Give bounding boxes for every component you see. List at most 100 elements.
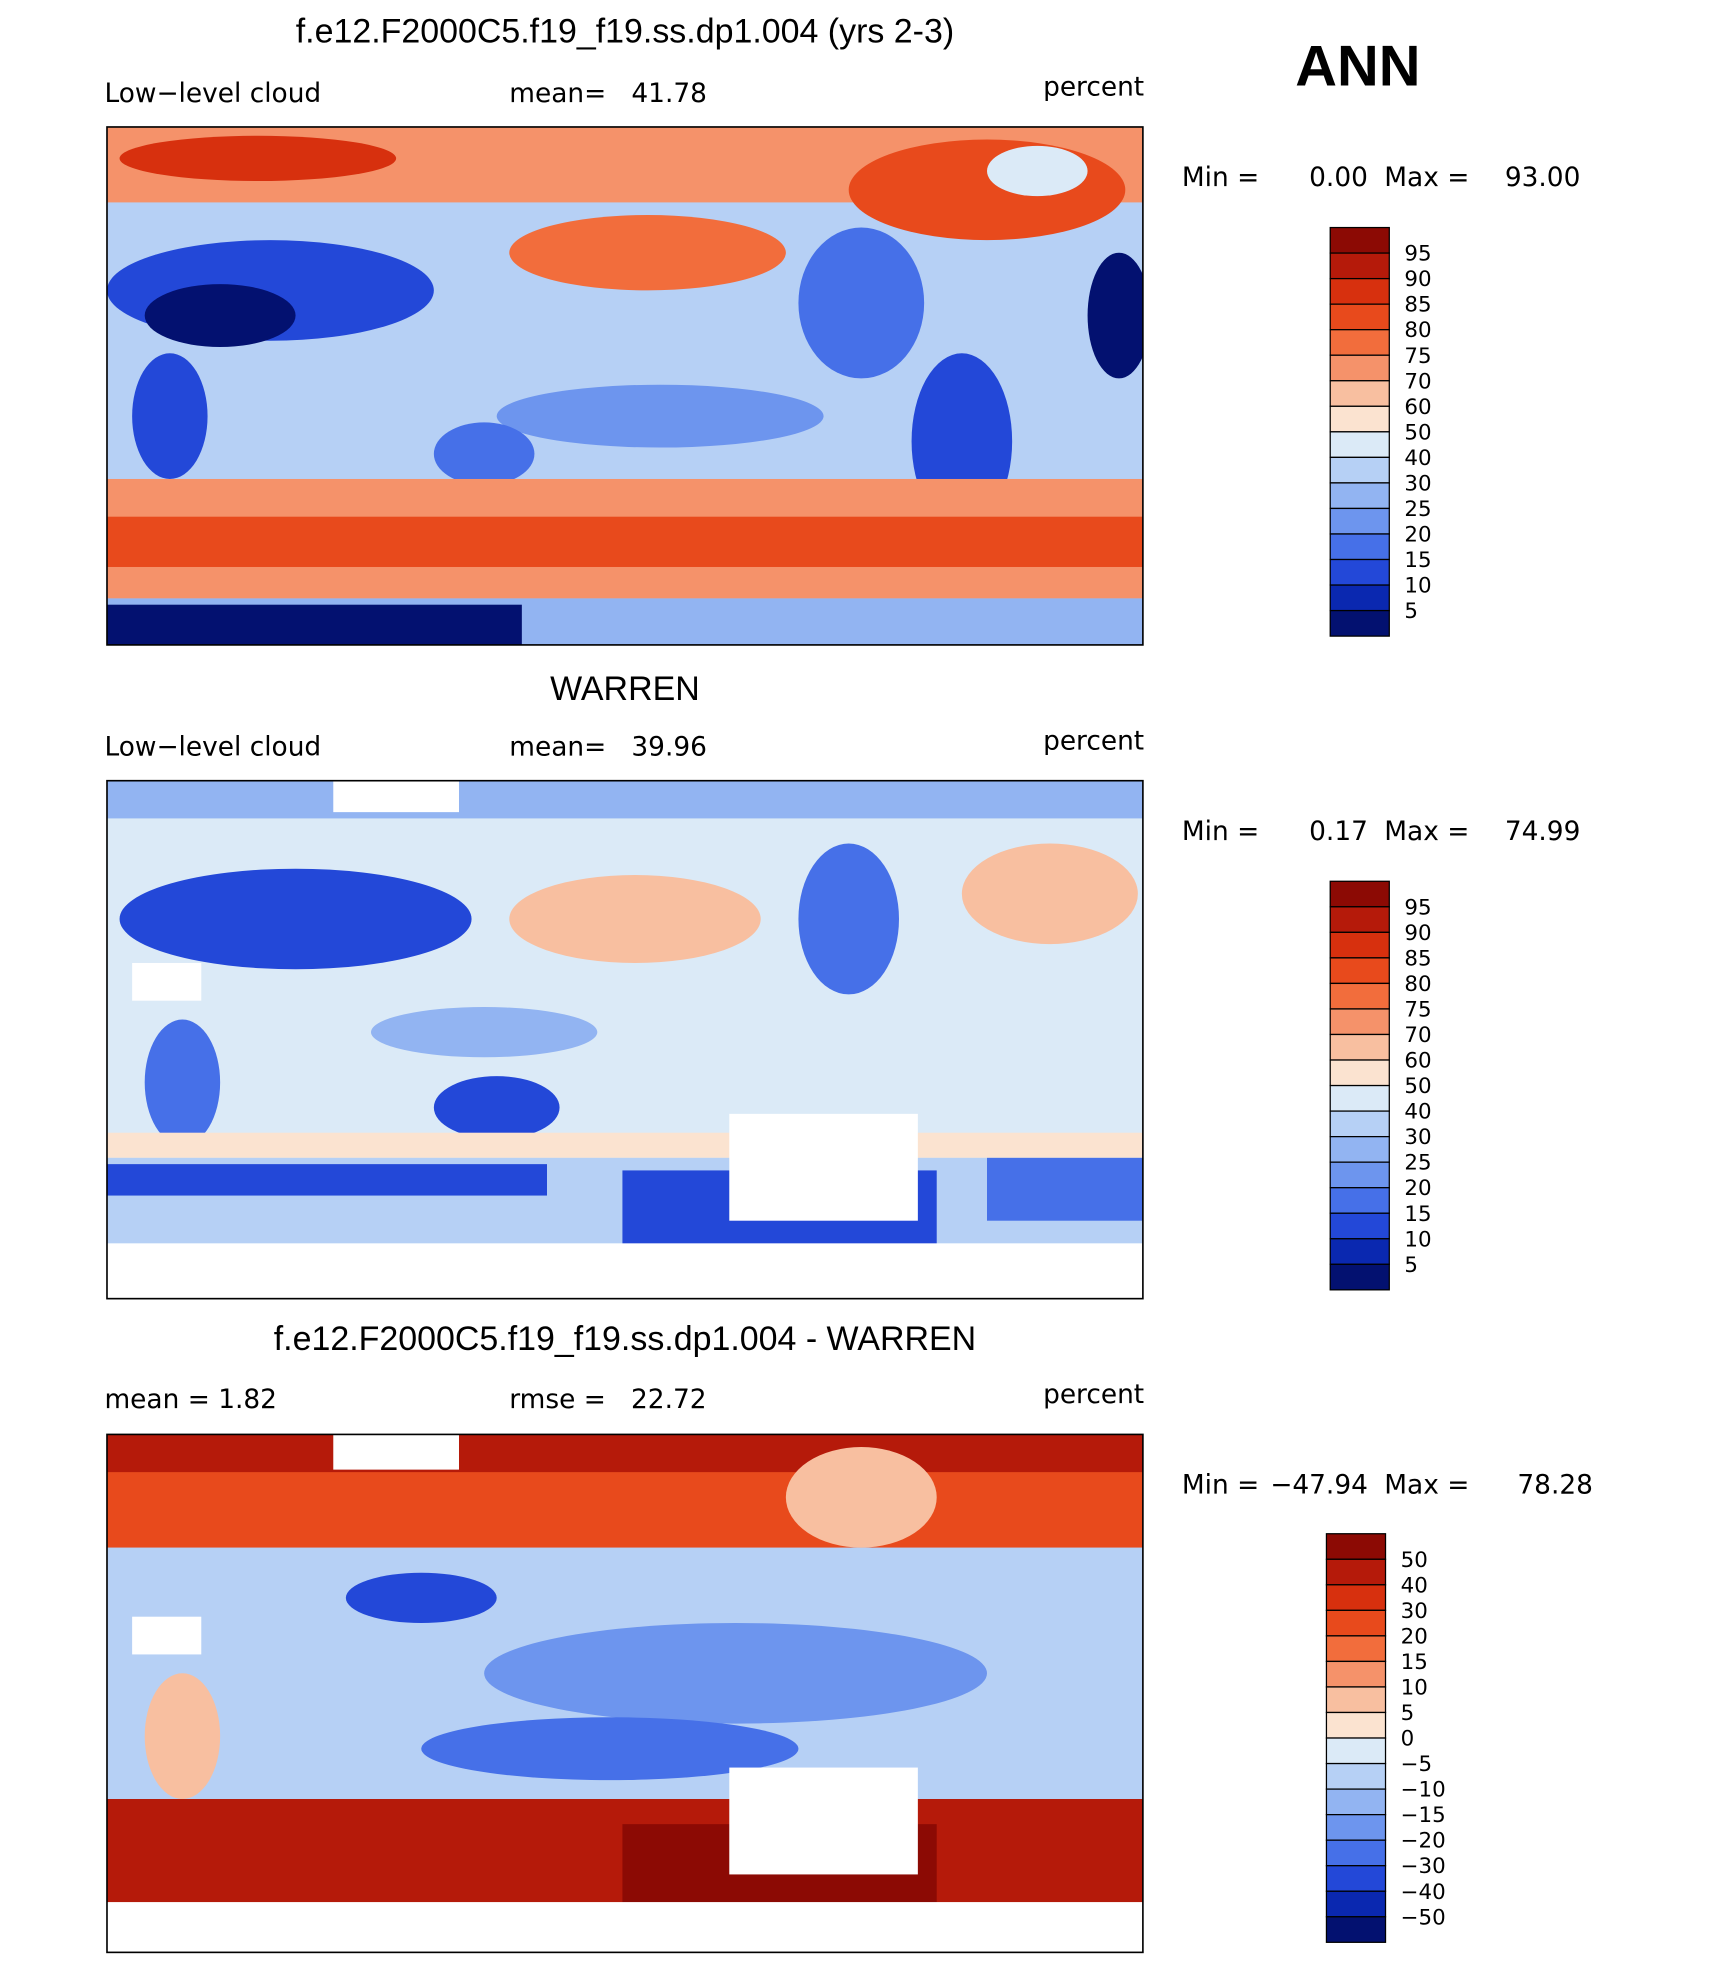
- colorbar-box: [1325, 1916, 1387, 1943]
- colorbar-label: −5: [1401, 1752, 1432, 1777]
- map-shade: [106, 1132, 1143, 1158]
- colorbar-box: [1329, 1008, 1390, 1036]
- map-shade: [106, 1164, 547, 1196]
- season-label: ANN: [1295, 34, 1420, 98]
- map-shade: [106, 516, 1143, 567]
- map-field: [106, 1434, 1143, 1953]
- map-shade: [132, 1616, 202, 1655]
- colorbar-box: [1329, 456, 1390, 484]
- colorbar-label: 5: [1404, 1253, 1418, 1278]
- colorbar-label: 5: [1404, 599, 1418, 624]
- colorbar-label: 15: [1404, 1202, 1431, 1227]
- colorbar-label: 70: [1404, 1023, 1431, 1048]
- colorbar-label: −40: [1401, 1880, 1446, 1905]
- map-shade: [484, 1622, 988, 1724]
- colorbar-box: [1329, 380, 1390, 407]
- min-value: 0.17: [1309, 816, 1368, 847]
- colorbar-box: [1325, 1635, 1387, 1663]
- colorbar-box: [1329, 1110, 1390, 1138]
- colorbar-label: −20: [1401, 1829, 1446, 1854]
- map-shade: [987, 1157, 1143, 1221]
- colorbar-box: [1325, 1660, 1387, 1688]
- colorbar-box: [1329, 1187, 1390, 1214]
- colorbar-label: 40: [1401, 1573, 1428, 1598]
- colorbar-label: 40: [1404, 1100, 1431, 1125]
- colorbar-box: [1325, 1737, 1387, 1765]
- colorbar-label: 80: [1404, 318, 1431, 343]
- map-shade: [987, 145, 1088, 197]
- min-value: −47.94: [1270, 1470, 1368, 1501]
- map-shade: [144, 1019, 221, 1146]
- colorbar-box: [1329, 354, 1390, 382]
- colorbar-label: 20: [1404, 523, 1431, 548]
- colorbar-label: 5: [1401, 1701, 1415, 1726]
- map-field: [106, 780, 1143, 1299]
- map-shade: [132, 962, 202, 1001]
- colorbar-box: [1325, 1686, 1387, 1714]
- colorbar-box: [1325, 1558, 1387, 1586]
- panel-center-label: rmse = 22.72: [509, 1384, 706, 1415]
- map-frame: [106, 126, 1144, 646]
- map-shade: [433, 422, 535, 486]
- colorbar-label: 90: [1404, 267, 1431, 292]
- colorbar-box: [1325, 1814, 1387, 1841]
- panel-center-label: mean= 41.78: [509, 78, 707, 109]
- colorbar-box: [1325, 1890, 1387, 1918]
- colorbar-box: [1329, 1263, 1390, 1291]
- colorbar-label: 10: [1404, 574, 1431, 599]
- min-value: 0.00: [1309, 162, 1368, 193]
- min-label: Min =: [1182, 162, 1259, 193]
- colorbar-label: 75: [1404, 344, 1431, 369]
- colorbar-box: [1329, 931, 1390, 959]
- colorbar-label: 25: [1404, 497, 1431, 522]
- colorbar-label: 95: [1404, 895, 1431, 920]
- min-label: Min =: [1182, 816, 1259, 847]
- colorbar-label: 50: [1401, 1548, 1428, 1573]
- colorbar-box: [1329, 982, 1390, 1010]
- colorbar-box: [1329, 226, 1390, 254]
- colorbar-box: [1325, 1865, 1387, 1892]
- colorbar-label: −15: [1401, 1803, 1446, 1828]
- colorbar-label: 85: [1404, 946, 1431, 971]
- map-shade: [798, 843, 900, 995]
- colorbar-box: [1329, 303, 1390, 331]
- colorbar-label: 40: [1404, 446, 1431, 471]
- map-shade: [509, 874, 761, 963]
- colorbar-box: [1329, 431, 1390, 458]
- map-shade: [496, 384, 824, 448]
- colorbar-label: 30: [1404, 1125, 1431, 1150]
- max-value: 74.99: [1505, 816, 1581, 847]
- map-shade: [119, 868, 472, 970]
- colorbar-box: [1329, 609, 1390, 637]
- max-label: Max =: [1384, 1470, 1469, 1501]
- map-shade: [785, 1446, 937, 1548]
- colorbar-box: [1329, 277, 1390, 305]
- panel-center-label: mean= 39.96: [509, 732, 707, 763]
- max-label: Max =: [1384, 816, 1469, 847]
- colorbar-box: [1325, 1533, 1387, 1560]
- colorbar-box: [1329, 584, 1390, 612]
- panel-units: percent: [1043, 725, 1144, 756]
- colorbar-box: [1329, 906, 1390, 933]
- map-shade: [729, 1767, 918, 1875]
- map-shade: [729, 1113, 918, 1221]
- colorbar-box: [1329, 880, 1390, 908]
- map-frame: [106, 1433, 1144, 1954]
- map-shade: [433, 1076, 560, 1139]
- colorbar-label: 30: [1401, 1599, 1428, 1624]
- map-shade: [798, 227, 925, 379]
- map-field: [106, 126, 1143, 645]
- colorbar-box: [1329, 1084, 1390, 1112]
- colorbar-label: −10: [1401, 1778, 1446, 1803]
- colorbar-box: [1329, 507, 1390, 535]
- colorbar-label: 90: [1404, 921, 1431, 946]
- colorbar-label: 75: [1404, 997, 1431, 1022]
- colorbar-label: 15: [1401, 1650, 1428, 1675]
- colorbar-label: 80: [1404, 972, 1431, 997]
- colorbar-label: 30: [1404, 471, 1431, 496]
- colorbar-label: 50: [1404, 1074, 1431, 1099]
- max-value: 93.00: [1505, 162, 1581, 193]
- map-shade: [144, 1673, 221, 1799]
- colorbar-box: [1329, 1212, 1390, 1240]
